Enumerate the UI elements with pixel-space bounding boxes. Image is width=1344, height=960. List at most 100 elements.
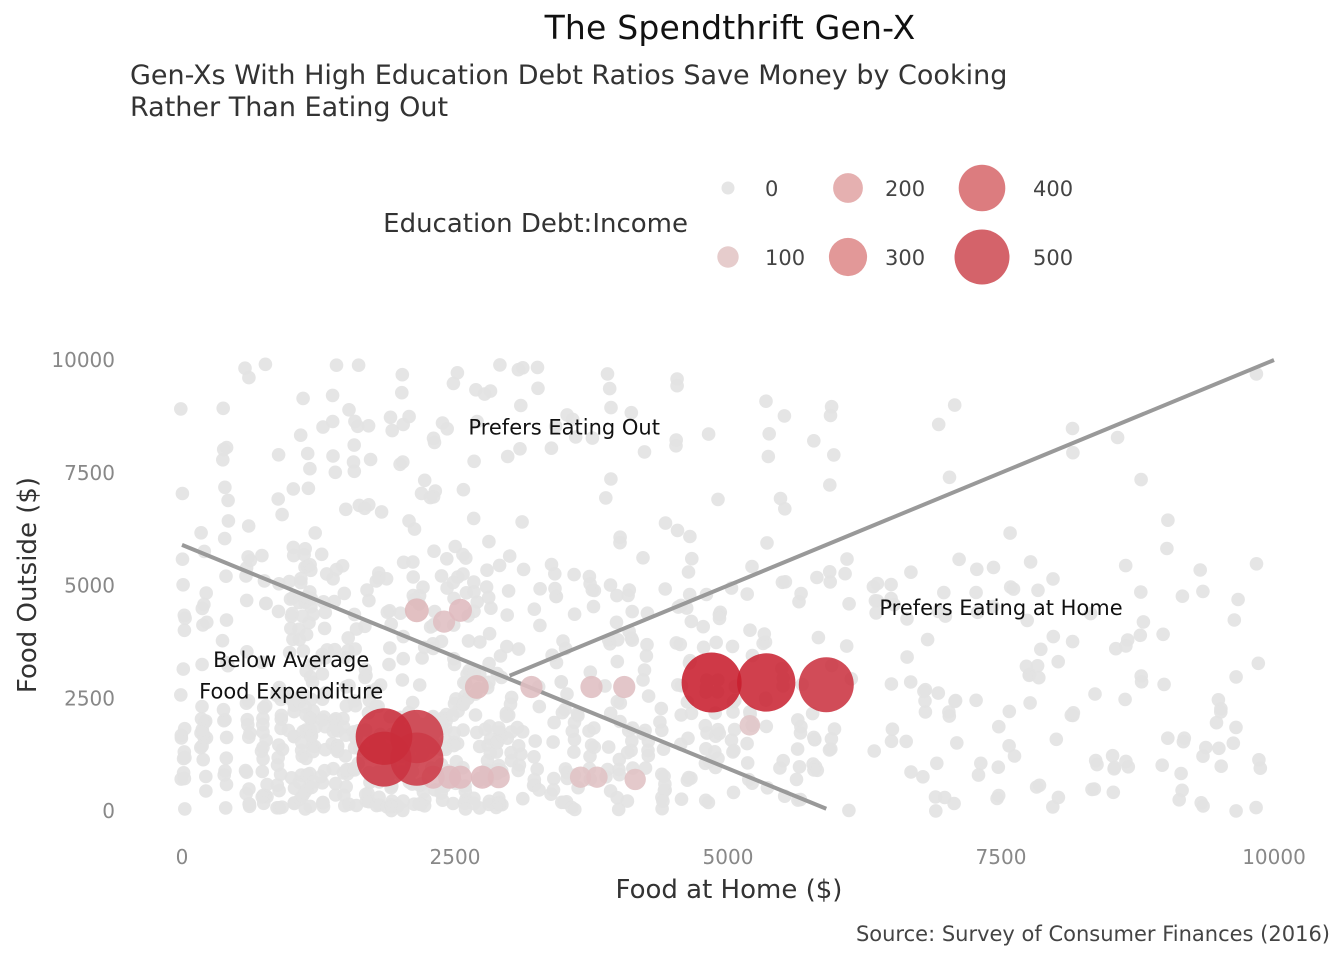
scatter-point xyxy=(583,665,598,679)
scatter-point xyxy=(178,802,192,816)
scatter-point xyxy=(681,565,696,579)
legend-swatch xyxy=(833,173,863,203)
scatter-point xyxy=(1051,654,1065,669)
highlight-point xyxy=(464,675,489,699)
scatter-point xyxy=(930,756,944,771)
scatter-point xyxy=(1160,541,1174,556)
scatter-point xyxy=(1002,739,1016,753)
y-axis-title: Food Outside ($) xyxy=(13,477,43,693)
scatter-point xyxy=(396,455,410,469)
scatter-point xyxy=(1031,583,1045,598)
scatter-point xyxy=(491,797,506,811)
scatter-point xyxy=(604,400,618,415)
scatter-point xyxy=(516,791,530,806)
scatter-point xyxy=(583,577,597,591)
scatter-point xyxy=(986,560,1001,575)
scatter-point xyxy=(762,427,776,441)
highlight-point xyxy=(739,715,761,736)
scatter-point xyxy=(824,399,839,414)
scatter-point xyxy=(177,771,192,786)
x-tick-label: 5000 xyxy=(703,845,754,869)
legend-label: 0 xyxy=(765,177,778,201)
scatter-point xyxy=(870,594,885,608)
scatter-point xyxy=(339,502,353,517)
scatter-point xyxy=(363,452,378,467)
scatter-point xyxy=(528,734,542,748)
scatter-point xyxy=(434,634,449,649)
scatter-point xyxy=(1083,606,1098,621)
scatter-point xyxy=(503,697,518,711)
legend-label: 100 xyxy=(765,246,805,270)
scatter-point xyxy=(938,609,953,623)
scatter-point xyxy=(358,662,373,677)
annotation-label: Below Average xyxy=(213,648,369,672)
scatter-point xyxy=(216,442,231,457)
scatter-point xyxy=(199,586,213,600)
scatter-point xyxy=(698,793,713,808)
scatter-point xyxy=(885,722,900,736)
source-caption: Source: Survey of Consumer Finances (201… xyxy=(855,922,1330,946)
scatter-point xyxy=(483,384,498,398)
scatter-point xyxy=(217,713,231,728)
scatter-point xyxy=(533,582,547,596)
scatter-point xyxy=(931,686,946,700)
scatter-point xyxy=(361,419,376,433)
scatter-point xyxy=(654,701,669,716)
scatter-point xyxy=(456,696,471,711)
scatter-point xyxy=(196,752,210,767)
scatter-point xyxy=(325,388,340,403)
scatter-point xyxy=(513,442,527,456)
scatter-point xyxy=(681,731,695,746)
scatter-point xyxy=(238,763,253,778)
scatter-point xyxy=(175,552,190,566)
scatter-point xyxy=(1176,734,1191,749)
scatter-point xyxy=(726,785,741,800)
scatter-point xyxy=(338,749,353,763)
scatter-point xyxy=(636,551,650,565)
chart-subtitle: Gen-Xs With High Education Debt Ratios S… xyxy=(130,60,1008,123)
scatter-point xyxy=(318,605,333,620)
scatter-point xyxy=(296,391,310,406)
scatter-point xyxy=(530,360,545,375)
legend-swatch xyxy=(717,246,739,268)
scatter-point xyxy=(527,602,542,616)
scatter-point xyxy=(599,491,613,505)
scatter-point xyxy=(778,502,792,516)
y-tick-label: 5000 xyxy=(64,574,115,598)
scatter-point xyxy=(602,381,617,396)
scatter-point xyxy=(1088,687,1102,701)
scatter-point xyxy=(1118,692,1132,707)
scatter-point xyxy=(446,376,461,391)
scatter-point xyxy=(216,453,230,467)
scatter-point xyxy=(493,358,507,372)
scatter-point xyxy=(567,567,581,582)
scatter-point xyxy=(1003,526,1017,540)
legend-swatch xyxy=(954,229,1010,285)
scatter-point xyxy=(406,570,421,584)
scatter-point xyxy=(194,526,208,540)
scatter-point xyxy=(639,649,654,663)
scatter-point xyxy=(1155,758,1169,772)
scatter-point xyxy=(609,615,624,630)
y-tick-label: 2500 xyxy=(64,686,115,710)
scatter-point xyxy=(711,722,725,737)
scatter-point xyxy=(516,562,531,577)
scatter-point xyxy=(810,570,824,585)
scatter-point xyxy=(200,615,214,630)
scatter-point xyxy=(1133,628,1148,643)
scatter-point xyxy=(1051,790,1066,805)
plot-points xyxy=(174,357,1268,818)
scatter-point xyxy=(838,566,852,581)
scatter-point xyxy=(839,639,854,653)
scatter-point xyxy=(440,422,455,436)
scatter-point xyxy=(610,694,625,709)
scatter-point xyxy=(314,769,328,784)
scatter-point xyxy=(481,590,496,605)
scatter-point xyxy=(603,706,618,721)
scatter-point xyxy=(636,673,650,687)
scatter-point xyxy=(824,742,838,756)
scatter-point xyxy=(450,366,465,380)
scatter-point xyxy=(869,606,883,620)
scatter-point xyxy=(272,738,286,752)
scatter-point xyxy=(306,744,320,759)
